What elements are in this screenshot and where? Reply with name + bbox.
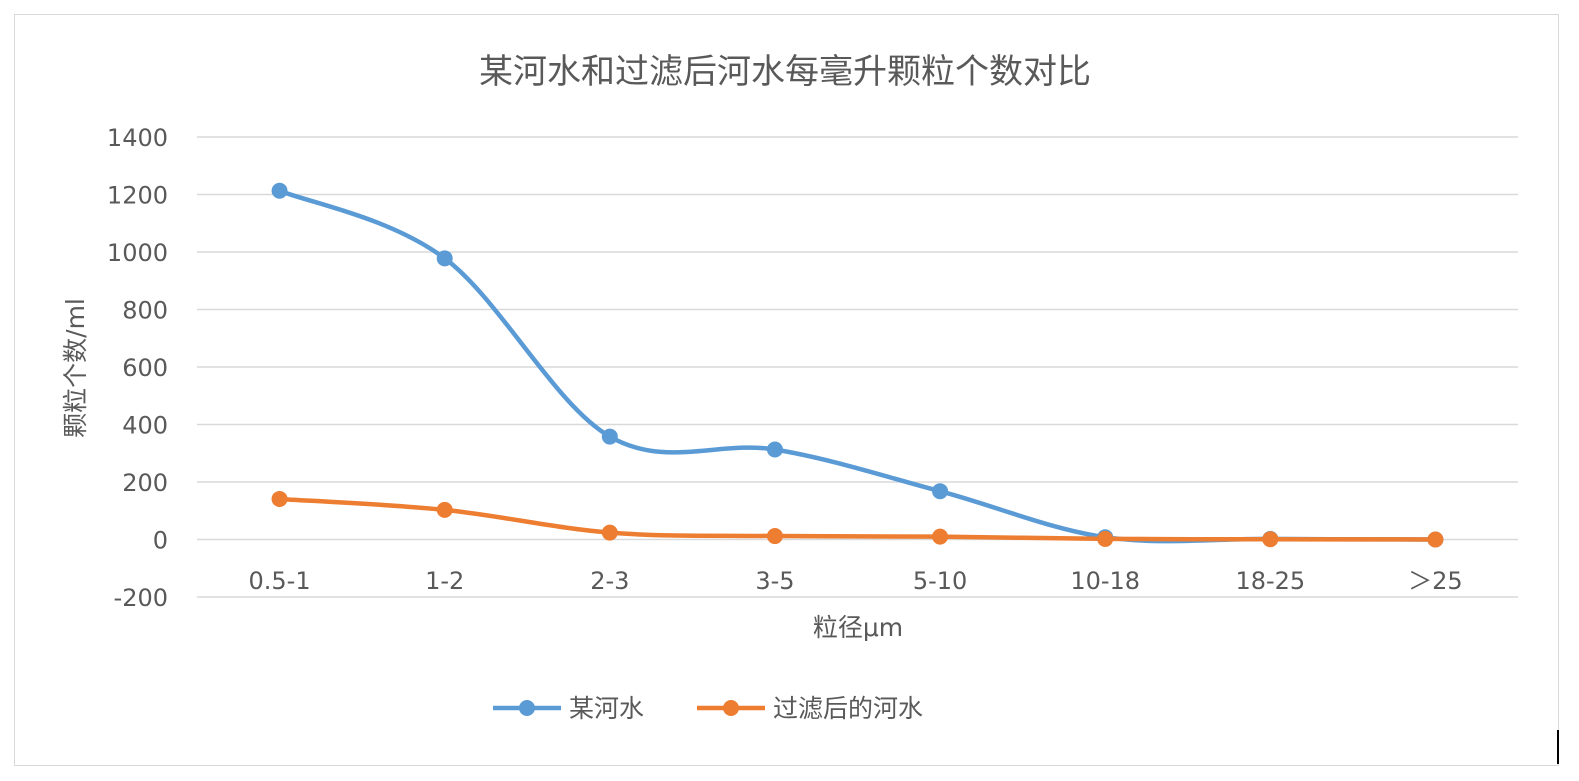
y-tick-label: -200	[114, 584, 168, 612]
series-line	[277, 188, 1438, 544]
x-tick-label: ＞25	[1408, 567, 1463, 595]
y-tick-label: 600	[122, 354, 168, 382]
y-tick-label: 1400	[107, 124, 168, 152]
data-point	[766, 441, 783, 458]
series-1	[271, 182, 1444, 548]
y-tick-label: 1000	[107, 239, 168, 267]
legend-label: 某河水	[569, 694, 644, 723]
data-point	[601, 524, 618, 541]
x-tick-label: 0.5-1	[249, 567, 311, 595]
legend-label: 过滤后的河水	[773, 694, 923, 723]
data-point	[271, 490, 288, 507]
data-point	[1097, 530, 1114, 547]
y-tick-label: 1200	[107, 182, 168, 210]
series-lines	[271, 182, 1444, 548]
data-point	[601, 428, 618, 445]
x-tick-label: 2-3	[590, 567, 629, 595]
legend-item: 某河水	[493, 694, 644, 723]
x-tick-label: 18-25	[1235, 567, 1305, 595]
data-point	[932, 528, 949, 545]
data-point	[1262, 531, 1279, 548]
x-axis-label: 粒径μm	[813, 613, 903, 642]
legend-item: 过滤后的河水	[697, 694, 923, 723]
x-tick-labels: 0.5-1 1-2 2-3 3-5 5-10 10-18 18-25 ＞25	[249, 567, 1463, 595]
gridlines	[197, 136, 1518, 598]
legend: 某河水 过滤后的河水	[493, 694, 923, 723]
series-2	[271, 490, 1444, 548]
x-tick-label: 10-18	[1070, 567, 1140, 595]
y-tick-label: 800	[122, 297, 168, 325]
y-tick-labels: -200 0 200 400 600 800 1000 1200 1400	[107, 124, 168, 612]
y-tick-label: 400	[122, 412, 168, 440]
data-point	[436, 501, 453, 518]
chart-title: 某河水和过滤后河水每毫升颗粒个数对比	[479, 52, 1091, 92]
data-point	[436, 250, 453, 267]
data-point	[271, 182, 288, 199]
chart-frame	[14, 14, 1559, 766]
y-tick-label: 200	[122, 469, 168, 497]
x-tick-label: 3-5	[755, 567, 794, 595]
data-point	[932, 483, 949, 500]
data-point	[1427, 531, 1444, 548]
x-tick-label: 1-2	[425, 567, 464, 595]
series-line	[277, 496, 1438, 542]
data-point	[766, 528, 783, 545]
legend-swatch-marker	[723, 700, 739, 716]
y-axis-label: 颗粒个数/ml	[61, 298, 90, 438]
text-cursor	[1557, 730, 1559, 764]
legend-swatch-marker	[519, 700, 535, 716]
x-tick-label: 5-10	[913, 567, 967, 595]
y-tick-label: 0	[153, 527, 168, 555]
